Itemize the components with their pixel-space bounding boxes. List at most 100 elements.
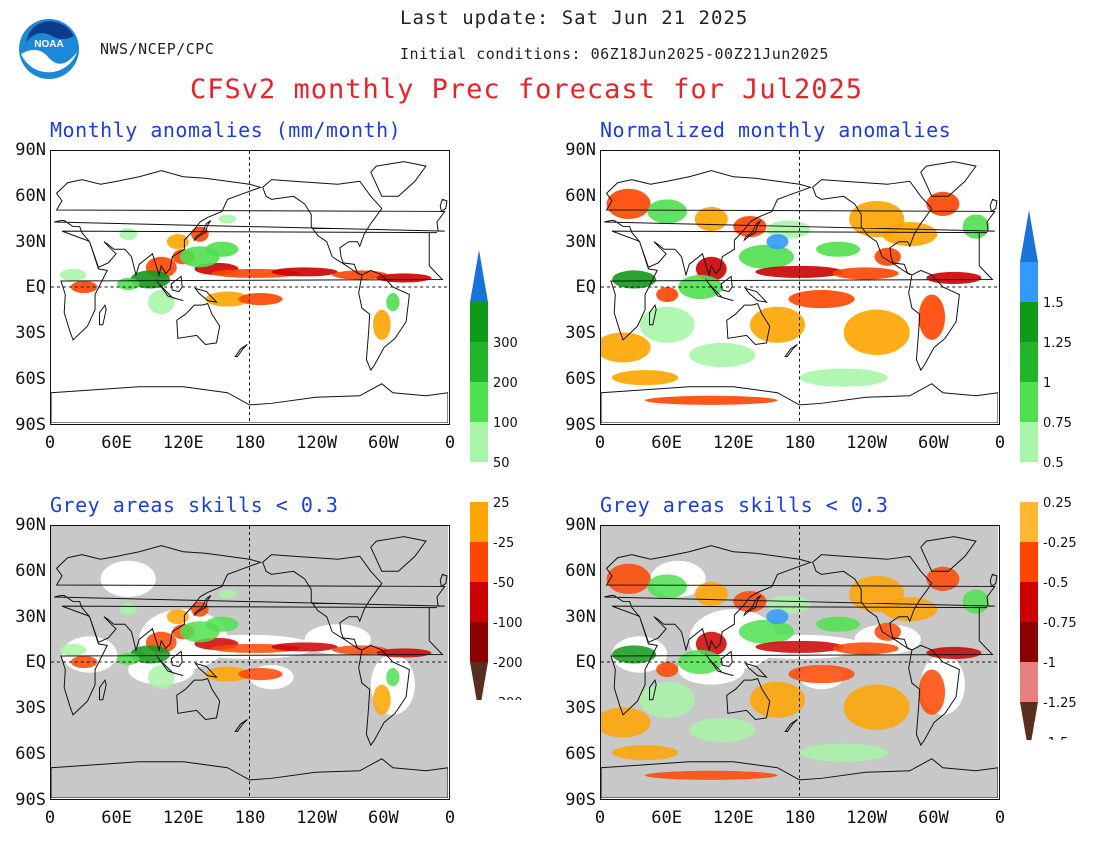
colorbar-label: -0.25 <box>1043 536 1077 551</box>
colorbar-segment <box>1020 342 1038 382</box>
colorbar-segment <box>1020 662 1038 702</box>
x-tick-label: 120W <box>846 808 888 828</box>
coastline <box>601 161 998 423</box>
colorbar-segment <box>470 462 488 502</box>
anomaly-region <box>647 574 688 599</box>
x-tick-label: 180 <box>234 808 266 828</box>
x-tick-label: 180 <box>784 433 816 453</box>
colorbar-label: -50 <box>493 576 514 591</box>
x-tick-label: 0 <box>44 433 56 453</box>
x-tick-label: 60W <box>367 808 399 828</box>
map-panel-anomalies <box>50 150 450 425</box>
anomaly-region <box>843 309 910 355</box>
anomaly-region <box>816 616 861 632</box>
anomaly-region <box>738 619 794 644</box>
anomaly-region <box>376 273 432 283</box>
colorbar-label: 100 <box>493 416 518 431</box>
y-tick-label: 30N <box>15 231 46 252</box>
x-tick-label: 60E <box>101 433 133 453</box>
colorbar-segment <box>470 622 488 662</box>
y-tick-label: 30S <box>565 698 596 719</box>
x-tick-label: 0 <box>444 433 456 453</box>
x-tick-label: 0 <box>444 808 456 828</box>
colorbar-label: 1 <box>1043 376 1051 391</box>
anomaly-region <box>332 270 388 280</box>
colorbar-arrow-top <box>470 250 488 302</box>
anomaly-region <box>271 267 338 277</box>
anomaly-region <box>612 370 679 386</box>
anomaly-region <box>749 681 806 718</box>
anomaly-region <box>926 566 960 591</box>
anomaly-region <box>926 271 982 284</box>
anomaly-region <box>205 291 250 307</box>
x-tick-label: 120E <box>712 433 754 453</box>
x-tick-label: 60E <box>651 433 683 453</box>
anomaly-region <box>119 603 138 616</box>
coastline <box>51 536 448 798</box>
anomaly-region <box>70 280 98 294</box>
anomaly-region <box>738 244 794 269</box>
y-tick-label: 60S <box>15 744 46 764</box>
colorbar-label: -200 <box>493 656 523 671</box>
anomaly-region <box>612 645 657 664</box>
x-tick-label: 0 <box>594 433 606 453</box>
anomaly-region <box>59 268 87 281</box>
x-tick-label: 60W <box>367 433 399 453</box>
colorbar-segment <box>1020 422 1038 462</box>
x-tick-label: 60W <box>917 433 949 453</box>
anomaly-region <box>656 287 679 303</box>
colorbar-label: -1.25 <box>1043 696 1077 711</box>
colorbar-label: -0.5 <box>1043 576 1068 591</box>
y-tick-label: 30S <box>15 323 46 344</box>
colorbar-label: 1.5 <box>1043 296 1064 311</box>
anomaly-region <box>606 563 651 594</box>
y-tick-label: 30N <box>565 606 596 627</box>
x-tick-label: 60E <box>101 808 133 828</box>
y-tick-label: 90S <box>15 414 46 435</box>
x-tick-label: 0 <box>994 433 1006 453</box>
x-tick-label: 120W <box>296 808 338 828</box>
anomaly-region <box>799 743 888 762</box>
panel-title-normalized-skill: Grey areas skills < 0.3 <box>600 493 889 517</box>
map-panel-anomalies-skill <box>50 525 450 800</box>
anomaly-region <box>645 770 778 780</box>
colorbar-arrow-bottom <box>470 662 488 714</box>
colorbar-label: 200 <box>493 376 518 391</box>
anomaly-region <box>962 214 990 239</box>
colorbar-segment <box>470 382 488 422</box>
anomaly-region <box>645 395 778 405</box>
panel-title-anomalies-skill: Grey areas skills < 0.3 <box>50 493 339 517</box>
anomaly-region <box>373 684 391 715</box>
anomaly-region <box>606 188 651 219</box>
colorbar-label: 0.75 <box>1043 416 1072 431</box>
anomaly-region <box>816 241 861 257</box>
colorbar-label: 300 <box>493 336 518 351</box>
page-title: CFSv2 monthly Prec forecast for Jul2025 <box>190 74 863 105</box>
anomaly-region <box>832 642 899 655</box>
colorbar-label: -0.75 <box>1043 616 1077 631</box>
colorbar-segment <box>1020 542 1038 582</box>
anomaly-region <box>70 655 98 669</box>
y-tick-label: EQ <box>575 652 596 673</box>
anomaly-region <box>238 668 283 681</box>
colorbar-segment <box>1020 502 1038 542</box>
colorbar-label: 1.25 <box>1043 336 1072 351</box>
colorbar-label: -1 <box>1043 656 1056 671</box>
anomaly-region <box>601 332 651 363</box>
y-tick-label: 60N <box>15 185 46 206</box>
anomaly-region <box>832 267 899 280</box>
anomaly-region <box>271 642 338 652</box>
coastline <box>51 161 448 423</box>
x-tick-label: 60W <box>917 808 949 828</box>
anomaly-region <box>386 293 400 312</box>
anomaly-region <box>130 270 171 289</box>
x-tick-label: 120E <box>162 433 204 453</box>
anomaly-region <box>918 294 946 340</box>
anomaly-region <box>639 306 695 343</box>
colorbar-label: -1.5 <box>1043 736 1068 740</box>
x-tick-label: 120E <box>162 808 204 828</box>
anomaly-region <box>689 717 756 743</box>
anomaly-region <box>117 652 140 666</box>
anomaly-region <box>612 270 657 289</box>
anomaly-region <box>788 665 855 684</box>
